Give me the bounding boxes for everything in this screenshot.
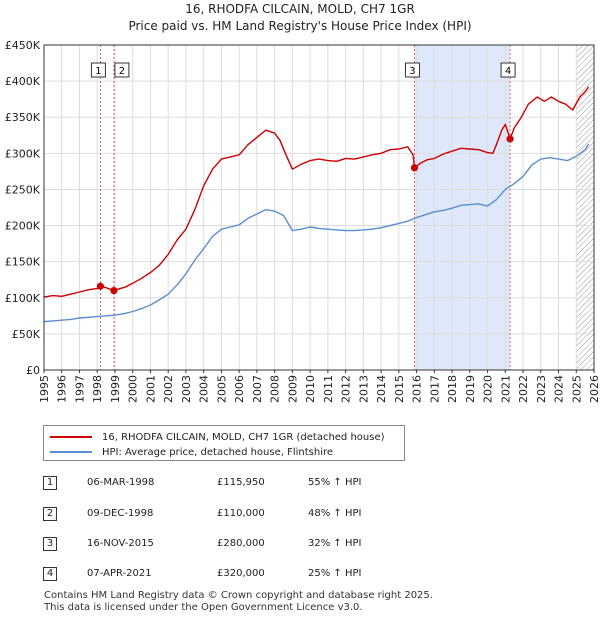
legend-swatch-property — [50, 436, 92, 438]
y-tick-label: £300K — [5, 147, 41, 160]
x-tick-label: 2025 — [570, 375, 583, 403]
x-tick-label: 1999 — [109, 375, 122, 403]
x-tick-label: 2009 — [286, 375, 299, 403]
x-tick-label: 2010 — [304, 375, 317, 403]
sale-point — [506, 135, 514, 143]
sale-label-box: 4 — [500, 62, 516, 78]
transaction-hpi: 32% ↑ HPI — [308, 538, 362, 549]
legend-item-hpi: HPI: Average price, detached house, Flin… — [50, 445, 333, 459]
legend-label-property: 16, RHODFA CILCAIN, MOLD, CH7 1GR (detac… — [102, 431, 385, 443]
shaded-period — [414, 45, 511, 370]
sale-label-frame — [90, 62, 106, 78]
y-tick-label: £200K — [5, 220, 41, 233]
x-tick-label: 2005 — [215, 375, 228, 403]
x-tick-label: 2013 — [357, 375, 370, 403]
table-row: 1 06-MAR-1998 £115,950 55% ↑ HPI — [43, 476, 403, 492]
sale-label-frame — [404, 62, 420, 78]
x-tick-label: 2019 — [464, 375, 477, 403]
sale-label-text: 1 — [95, 66, 101, 77]
x-tick-label: 2001 — [144, 375, 157, 403]
table-row: 2 09-DEC-1998 £110,000 48% ↑ HPI — [43, 507, 403, 523]
y-tick-label: £150K — [5, 256, 41, 269]
legend: 16, RHODFA CILCAIN, MOLD, CH7 1GR (detac… — [43, 425, 405, 461]
plot-area — [44, 45, 594, 370]
x-tick-label: 2000 — [127, 375, 140, 403]
x-tick-label: 2008 — [269, 375, 282, 403]
transaction-hpi: 55% ↑ HPI — [308, 477, 362, 488]
sale-point — [96, 282, 105, 290]
x-tick-label: 2016 — [411, 375, 424, 403]
table-row: 3 16-NOV-2015 £280,000 32% ↑ HPI — [43, 537, 403, 553]
footer-copyright: Contains HM Land Registry data © Crown c… — [44, 590, 433, 601]
sale-point — [110, 286, 118, 295]
y-tick-label: £250K — [5, 183, 41, 196]
transaction-price: £110,000 — [217, 508, 265, 519]
x-tick-label: 2022 — [517, 375, 530, 403]
chart-title: 16, RHODFA CILCAIN, MOLD, CH7 1GR — [185, 2, 415, 16]
transaction-price: £320,000 — [217, 568, 265, 579]
chart-subtitle: Price paid vs. HM Land Registry's House … — [128, 19, 472, 33]
transaction-date: 09-DEC-1998 — [87, 508, 154, 519]
x-tick-label: 2002 — [162, 375, 175, 403]
y-tick-label: £450K — [5, 39, 41, 52]
transaction-price: £115,950 — [217, 477, 265, 488]
sale-label-box: 2 — [114, 62, 130, 78]
sale-label-box: 1 — [90, 62, 106, 78]
transaction-hpi: 25% ↑ HPI — [308, 568, 362, 579]
x-tick-label: 2026 — [588, 375, 600, 403]
footer: Contains HM Land Registry data © Crown c… — [44, 590, 433, 614]
y-tick-label: £50K — [12, 328, 41, 341]
transaction-date: 06-MAR-1998 — [87, 477, 155, 488]
x-tick-label: 1996 — [56, 375, 69, 403]
y-tick-label: £0 — [26, 364, 40, 377]
x-tick-label: 2007 — [251, 375, 264, 403]
legend-item-property: 16, RHODFA CILCAIN, MOLD, CH7 1GR (detac… — [50, 430, 385, 444]
x-tick-label: 2023 — [535, 375, 548, 403]
x-tick-label: 1995 — [38, 375, 51, 403]
sale-label-frame — [500, 62, 516, 78]
transaction-date: 16-NOV-2015 — [87, 538, 154, 549]
sale-label-text: 3 — [409, 66, 415, 77]
sale-point — [410, 164, 419, 172]
transaction-date: 07-APR-2021 — [87, 568, 152, 579]
x-tick-label: 2004 — [198, 375, 211, 403]
sale-label-text: 2 — [119, 66, 125, 77]
y-tick-label: £350K — [5, 111, 41, 124]
x-tick-label: 1998 — [91, 375, 104, 403]
legend-label-hpi: HPI: Average price, detached house, Flin… — [102, 446, 334, 458]
transaction-hpi: 48% ↑ HPI — [308, 508, 362, 519]
table-row: 4 07-APR-2021 £320,000 25% ↑ HPI — [43, 567, 403, 583]
transaction-number: 3 — [43, 537, 57, 551]
x-tick-label: 2017 — [428, 375, 441, 403]
x-tick-label: 2021 — [499, 375, 512, 403]
legend-swatch-hpi — [50, 451, 92, 453]
series-line-hpi — [43, 143, 590, 323]
transaction-number: 2 — [43, 507, 57, 521]
transaction-number: 4 — [43, 567, 57, 581]
x-tick-label: 2012 — [340, 375, 353, 403]
x-tick-label: 2011 — [322, 375, 335, 403]
x-tick-label: 2015 — [393, 375, 406, 403]
transaction-price: £280,000 — [217, 538, 265, 549]
sale-label-box: 3 — [404, 62, 420, 78]
x-tick-label: 2020 — [482, 375, 495, 403]
x-tick-label: 2024 — [553, 375, 566, 403]
sale-label-frame — [114, 62, 130, 78]
x-tick-label: 2018 — [446, 375, 459, 403]
sale-label-text: 4 — [505, 66, 511, 77]
footer-licence: This data is licensed under the Open Gov… — [44, 602, 363, 613]
plot-border — [43, 44, 595, 371]
x-tick-label: 2006 — [233, 375, 246, 403]
x-tick-label: 2003 — [180, 375, 193, 403]
y-tick-label: £100K — [5, 292, 41, 305]
y-tick-label: £400K — [5, 75, 41, 88]
forecast-hatch — [576, 45, 594, 370]
x-tick-label: 1997 — [73, 375, 86, 403]
price-chart: 1 2 3 4 £0 £50K £100K £150K £200K £250K £300K £350K… — [5, 39, 600, 403]
transaction-number: 1 — [43, 476, 57, 490]
x-tick-label: 2014 — [375, 375, 388, 403]
